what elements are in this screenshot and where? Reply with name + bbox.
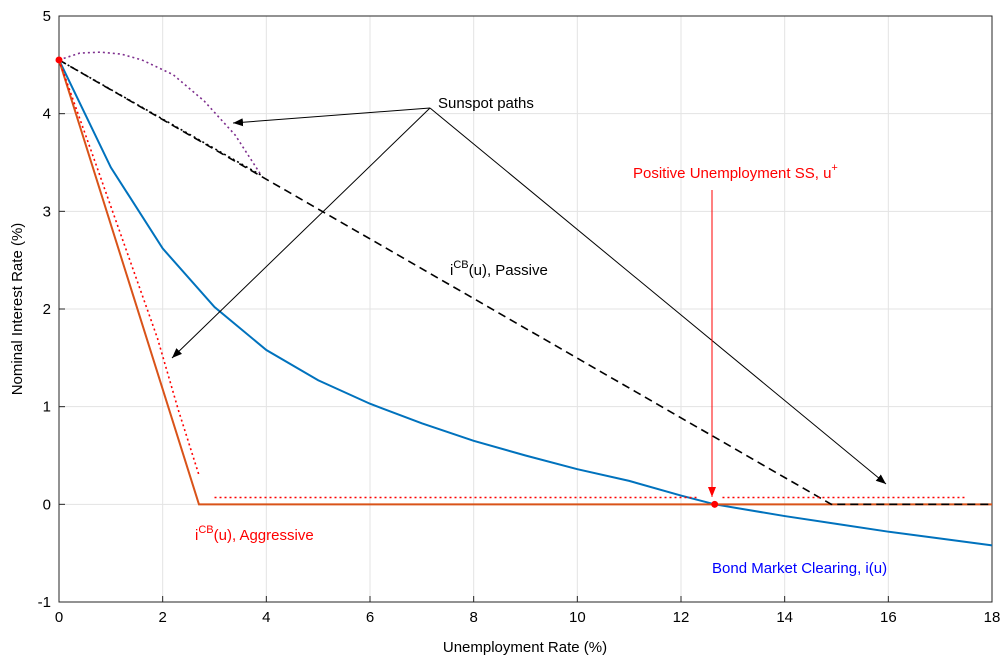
point (711, 500, 719, 508)
point (55, 56, 63, 64)
series-line (58, 59, 200, 476)
annotation-part: + (831, 162, 837, 174)
y-tick-label: 0 (43, 496, 51, 513)
annotation-part: CB (198, 524, 213, 536)
y-tick-label: 3 (43, 203, 51, 220)
x-tick-label: 6 (366, 609, 374, 626)
annotation-part: Sunspot paths (438, 95, 534, 112)
annotation-part: (u), Aggressive (214, 527, 314, 544)
x-tick-label: 0 (55, 609, 63, 626)
annotation-part: Bond Market Clearing, i(u) (712, 560, 887, 577)
y-tick-label: 4 (43, 106, 51, 123)
y-axis-label: Nominal Interest Rate (%) (9, 223, 26, 396)
series-line (58, 59, 262, 176)
x-tick-label: 12 (673, 609, 690, 626)
annotation: Sunspot paths (438, 95, 534, 112)
x-tick-label: 8 (469, 609, 477, 626)
annotation-arrow (429, 107, 887, 485)
y-tick-label: -1 (38, 594, 51, 611)
annotation: Bond Market Clearing, i(u) (712, 560, 887, 577)
x-tick-label: 10 (569, 609, 586, 626)
annotation-part: Positive Unemployment SS, u (633, 165, 831, 182)
series-line (58, 59, 992, 506)
x-tick-label: 16 (880, 609, 897, 626)
annotation: iCB(u), Passive (450, 259, 548, 279)
series-line (58, 51, 262, 176)
annotation-part: (u), Passive (469, 262, 548, 279)
annotation: Positive Unemployment SS, u+ (633, 162, 838, 182)
annotation: iCB(u), Aggressive (195, 524, 314, 544)
series-line (58, 59, 992, 506)
y-tick-label: 2 (43, 301, 51, 318)
annotation-part: i (195, 527, 198, 544)
series-line (58, 59, 993, 547)
y-tick-label: 5 (43, 8, 51, 25)
annotation-part: CB (453, 259, 468, 271)
annotation-part: i (450, 262, 453, 279)
annotation-arrow (171, 107, 431, 359)
axes-box (58, 15, 993, 603)
x-tick-label: 14 (776, 609, 793, 626)
x-axis-label: Unemployment Rate (%) (443, 639, 607, 656)
x-tick-label: 4 (262, 609, 270, 626)
y-tick-label: 1 (43, 399, 51, 416)
x-tick-label: 18 (984, 609, 1001, 626)
x-tick-label: 2 (158, 609, 166, 626)
annotation-arrow (232, 107, 431, 127)
